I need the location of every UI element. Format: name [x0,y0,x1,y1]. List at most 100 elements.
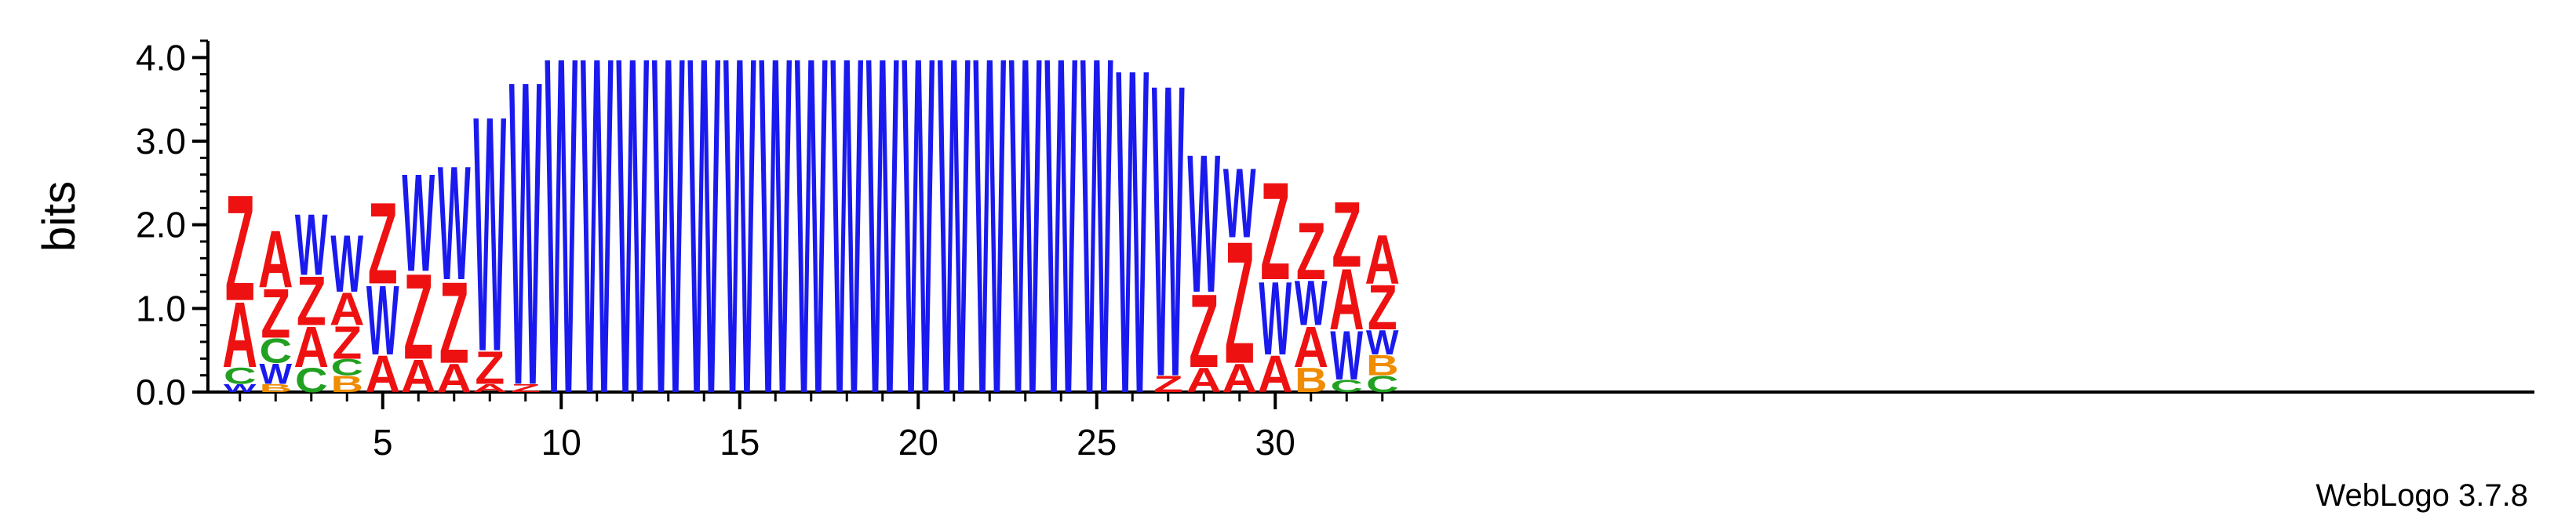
logo-glyph: Z [261,276,290,354]
logo-column: W [1009,0,1042,495]
logo-column: W [687,0,720,495]
logo-glyph: W [866,0,899,495]
logo-glyph: C [259,331,292,370]
logo-glyph: A [472,382,508,395]
logo-glyph: W [330,218,363,309]
x-tick-label: 15 [720,422,760,463]
logo-glyph: Z [511,382,541,395]
logo-glyph: Z [1296,207,1326,297]
logo-glyph: Z [403,249,433,385]
y-tick-label: 1.0 [136,288,186,329]
logo-glyph: W [830,0,863,495]
logo-column: W [1044,0,1077,495]
logo-glyph: C [1330,376,1363,396]
logo-glyph: Z [1189,274,1219,390]
logo-glyph: W [509,0,542,477]
logo-column: W [938,0,971,495]
logo-glyph: C [224,363,257,389]
logo-glyph: Z [332,317,362,369]
logo-glyph: Z [1260,154,1290,310]
logo-glyph: A [1329,252,1365,349]
logo-glyph: Z [439,259,469,389]
logo-column: W [902,0,935,495]
logo-column: W [759,0,792,495]
logo-glyph: W [759,0,792,495]
logo-glyph: W [616,0,649,495]
logo-glyph: W [1366,324,1399,362]
logo-column: W [795,0,828,495]
logo-glyph: W [1259,261,1292,378]
logo-glyph: W [473,45,506,422]
logo-column: W [973,0,1006,495]
logo-glyph: W [1116,0,1149,492]
logo-column: AZW [1222,148,1257,401]
logo-column: AZW [472,45,508,422]
logo-glyph: W [581,0,614,495]
logo-glyph: Z [1225,205,1255,400]
logo-glyph: C [1366,371,1399,397]
logo-column: W [616,0,649,495]
logo-glyph: W [545,0,578,495]
logo-glyph: W [1223,148,1256,258]
logo-glyph: W [723,0,756,495]
logo-glyph: Z [297,263,326,341]
x-axis: 5 10 15 20 25 30 [208,390,2534,463]
logo-glyph: Z [1332,183,1361,287]
x-tick-label: 30 [1255,422,1295,463]
logo-glyph: W [973,0,1006,495]
logo-column: W [1080,0,1113,495]
logo-glyph: A [293,315,329,380]
x-tick-label: 25 [1077,422,1117,463]
logo-glyph: A [401,350,436,401]
logo-glyph: W [224,382,257,395]
logo-glyph: W [1187,114,1220,334]
logo-glyph: A [1258,345,1293,404]
weblogo-footer: WebLogo 3.7.8 [2315,478,2528,513]
logo-glyph: A [365,345,400,404]
logo-glyph: A [330,283,365,335]
logo-column: W [830,0,863,495]
x-tick-label: 10 [541,422,581,463]
logo-glyph: C [330,354,363,380]
logo-column: W [652,0,685,495]
logo-glyph: Z [1153,372,1183,398]
logo-glyph: W [295,195,328,293]
logo-glyph: Z [225,165,255,332]
x-tick-label: 20 [898,422,938,463]
logo-glyph: W [1009,0,1042,495]
logo-column: W [545,0,578,495]
logo-glyph: W [652,0,685,495]
logo-glyph: A [1186,361,1222,399]
y-tick-label: 4.0 [136,37,186,78]
y-axis: 0.0 1.0 2.0 3.0 4.0 [136,37,210,412]
logo-glyph: A [436,356,472,401]
logo-glyph: Z [475,342,505,394]
logo-glyph: W [902,0,935,495]
y-axis-label: bits [34,181,85,252]
logo-glyph: A [1293,315,1328,380]
y-tick-label: 0.0 [136,372,186,412]
logo-column: W [723,0,756,495]
logo-glyph: W [366,266,399,376]
logo-column: W [581,0,614,495]
logo-glyph: W [438,132,471,314]
logo-glyph: W [687,0,720,495]
logo-glyph: C [295,360,328,399]
logo-column: AZW [436,132,472,401]
logo-glyph: A [222,283,257,387]
logo-glyph: W [1152,0,1185,465]
logo-column: W [866,0,899,495]
logo-column: W [1116,0,1149,492]
logo-glyph: W [1295,267,1328,339]
logo-column: AWZ [365,179,400,403]
logo-glyph: A [1365,221,1400,299]
logo-glyph: Z [368,179,398,309]
logo-column: AWZ [1258,154,1293,404]
logo-glyph: B [1366,350,1399,382]
logo-glyph: W [1080,0,1113,495]
